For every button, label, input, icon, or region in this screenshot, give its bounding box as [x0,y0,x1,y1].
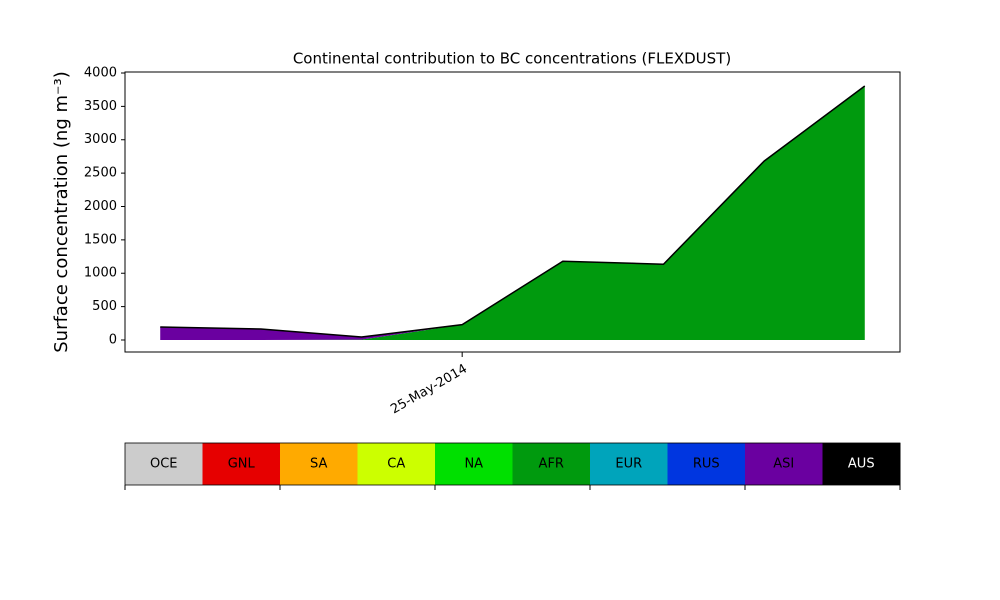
colorbar-cell [202,443,281,485]
colorbar-cell [280,443,358,485]
y-tick-label: 1500 [84,232,117,247]
y-tick-label: 2000 [84,199,117,214]
colorbar-label: SA [310,457,327,472]
y-tick-label: 3500 [84,99,117,114]
colorbar-cell [667,443,746,485]
colorbar-label: ASI [773,457,794,472]
colorbar-cell [590,443,668,485]
colorbar-label: EUR [615,457,642,472]
colorbar-label: AFR [539,457,564,472]
x-tick-label: 25-May-2014 [388,362,470,418]
colorbar-frame [124,442,901,486]
y-tick-label: 1000 [84,266,117,281]
colorbar-cell [512,443,591,485]
y-tick-label: 2500 [84,166,117,181]
colorbar-label: GNL [228,457,256,472]
colorbar-cell [822,443,901,485]
chart-title: Continental contribution to BC concentra… [293,50,731,68]
y-tick-label: 4000 [84,66,117,81]
colorbar-label: RUS [693,457,720,472]
y-tick-label: 0 [109,332,117,347]
y-tick-label: 500 [92,299,117,314]
y-tick-label: 3000 [84,132,117,147]
colorbar-label: CA [387,457,405,472]
area [160,86,865,340]
y-axis-label: Surface concentration (ng m⁻³) [51,71,72,353]
colorbar-label: NA [464,457,483,472]
plot-frame [124,71,901,353]
colorbar-label: OCE [150,457,178,472]
colorbar-cell [125,443,203,485]
colorbar-label: AUS [848,457,875,472]
colorbar-cell [435,443,513,485]
area-outline [160,85,866,338]
colorbar-cell [357,443,436,485]
colorbar-cell [745,443,823,485]
